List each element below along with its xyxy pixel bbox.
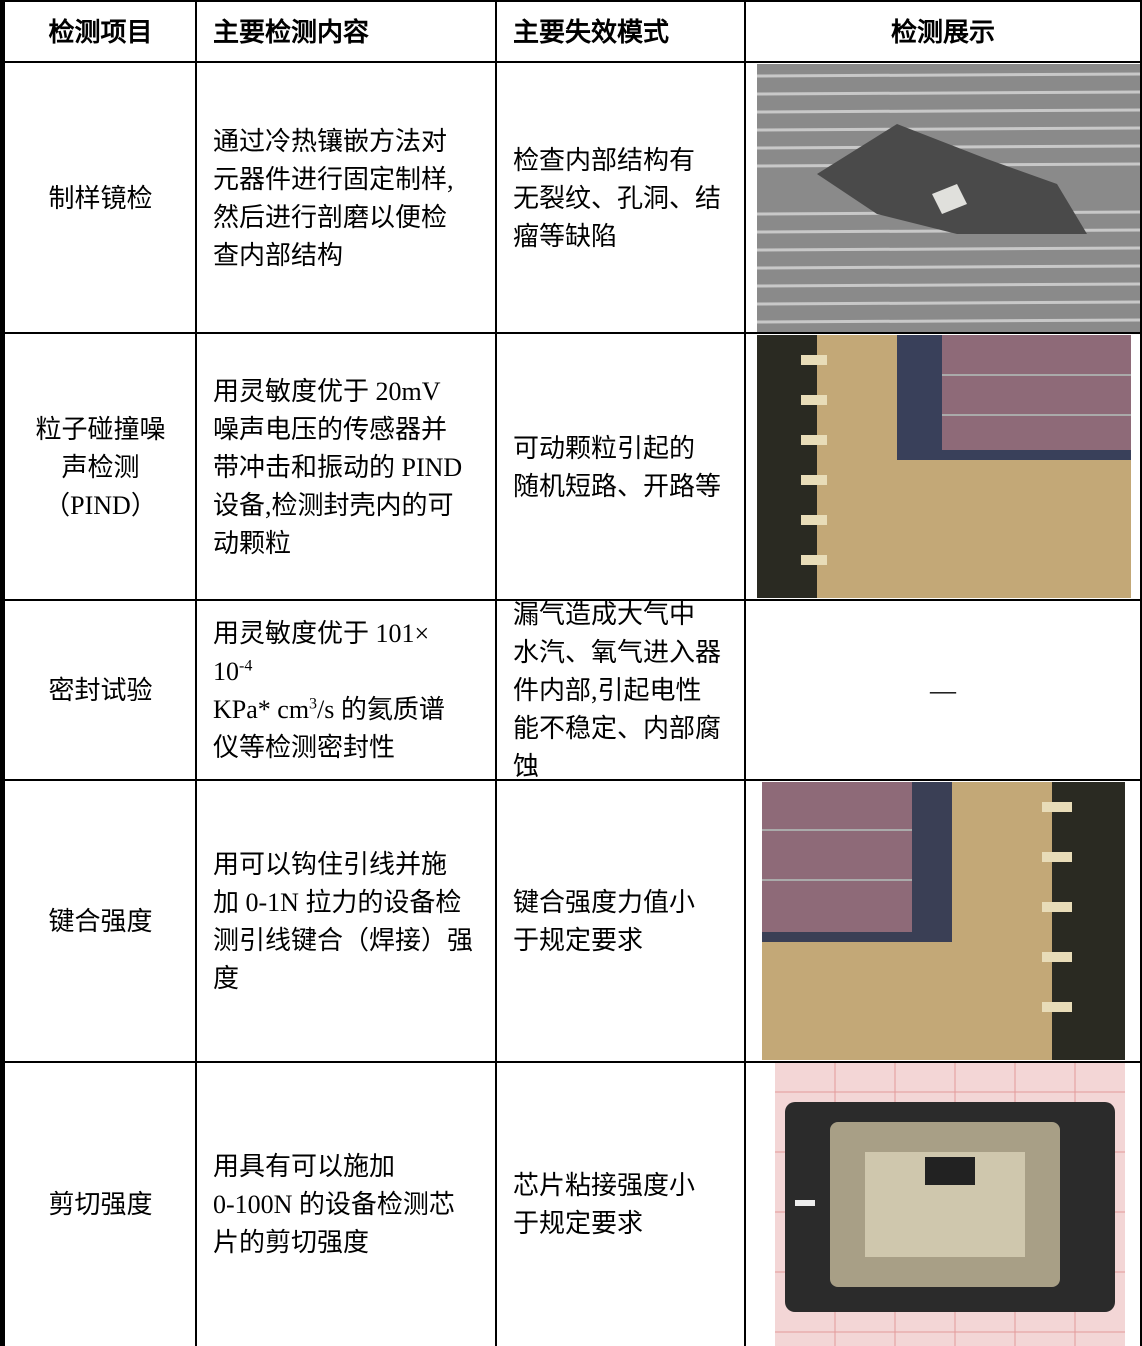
text-line: 件内部,引起电性 (513, 676, 702, 705)
text-line: 用灵敏度优于 101× (213, 615, 429, 653)
table-cell: 剪切强度 (4, 1063, 197, 1346)
table-cell: 用可以钩住引线并施加 0-1N 拉力的设备检 测引线键合（焊接）强度 (197, 781, 497, 1063)
text-line: 检查内部结构有 (513, 145, 696, 175)
text-line: 于规定要求 (513, 926, 644, 955)
border (1140, 0, 1142, 1346)
table-cell: 主要失效模式 (497, 2, 746, 63)
border (195, 0, 197, 1346)
border (0, 61, 1142, 63)
text-line: 设备,检测封壳内的可 (213, 490, 454, 520)
text-line: （PIND） (44, 490, 157, 520)
border (0, 332, 1142, 334)
table-cell: 制样镜检 (4, 63, 197, 334)
text-line: 度 (213, 964, 240, 993)
text-line: 查内部结构 (213, 240, 344, 270)
table-cell (746, 1063, 1140, 1346)
table-cell: 检查内部结构有 无裂纹、孔洞、结 瘤等缺陷 (497, 63, 746, 334)
superscript: 3 (309, 695, 318, 713)
text-line: 能不稳定、内部腐 (513, 714, 722, 743)
text-line: 元器件进行固定制样, (213, 164, 454, 194)
text-line: 可动颗粒引起的 (513, 433, 696, 463)
text-line: 噪声电压的传感器并 (213, 414, 448, 444)
text-line: 芯片粘接强度小 (513, 1170, 696, 1200)
text-line: 0-100N 的设备检测芯 (213, 1189, 455, 1219)
header-text: 检测项目 (48, 17, 153, 47)
text-line: 剪切强度 (48, 1189, 153, 1219)
text-segment: 10 (213, 657, 239, 686)
table-cell: 主要检测内容 (197, 2, 497, 63)
table-cell: 漏气造成大气中 水汽、氧气进入器 件内部,引起电性 能不稳定、内部腐蚀 (497, 600, 746, 781)
table-cell: 密封试验 (4, 601, 197, 781)
table-cell: 键合强度力值小 于规定要求 (497, 781, 746, 1063)
photo-section (757, 64, 1142, 332)
table-cell: 用灵敏度优于 20mV 噪声电压的传感器并 带冲击和振动的 PIND 设备,检测封壳内… (197, 334, 497, 601)
table-cell: 粒子碰撞噪声检测 （PIND） (4, 334, 197, 601)
table-cell: 键合强度 (4, 781, 197, 1063)
border (0, 0, 5, 1346)
text-line: 用可以钩住引线并施 (213, 850, 448, 879)
text-line: 声检测 (61, 452, 140, 482)
cell-text: — (930, 676, 956, 705)
text-line: 键合强度力值小 (513, 888, 696, 917)
text-line: 片的剪切强度 (213, 1227, 370, 1257)
table-cell: 通过冷热镶嵌方法对 元器件进行固定制样, 然后进行剖磨以便检 查内部结构 (197, 63, 497, 334)
text-line: 仪等检测密封性 (213, 729, 395, 767)
text-line: 加 0-1N 拉力的设备检 (213, 888, 462, 917)
text-line: 随机短路、开路等 (513, 471, 722, 501)
text-line: 瘤等缺陷 (513, 221, 618, 251)
text-line: 测引线键合（焊接）强 (213, 926, 474, 955)
border (0, 0, 1142, 2)
text-segment: KPa* cm (213, 695, 310, 724)
text-line: 密封试验 (48, 676, 153, 705)
photo-pind (757, 335, 1131, 598)
border (0, 779, 1142, 781)
text-segment: /s 的氦质谱 (317, 695, 445, 724)
text-line: 粒子碰撞噪 (35, 414, 166, 444)
text-line: 蚀 (513, 752, 540, 781)
text-line: 10-4 (213, 653, 252, 691)
border (744, 0, 746, 1346)
table-cell (746, 781, 1140, 1063)
text-line: KPa* cm3/s 的氦质谱 (213, 691, 445, 729)
text-line: 水汽、氧气进入器 (513, 638, 722, 667)
header-text: 主要失效模式 (513, 17, 670, 47)
text-line: 动颗粒 (213, 528, 292, 558)
text-line: 带冲击和振动的 PIND (213, 452, 463, 482)
table-cell: 用灵敏度优于 101× 10-4 KPa* cm3/s 的氦质谱 仪等检测密封性 (197, 601, 497, 781)
photo-shear (775, 1062, 1125, 1346)
table-cell (746, 334, 1140, 601)
text-line: 漏气造成大气中 (513, 600, 696, 629)
header-text: 检测展示 (890, 17, 995, 47)
text-line: 用具有可以施加 (213, 1151, 396, 1181)
table-cell: 可动颗粒引起的 随机短路、开路等 (497, 334, 746, 601)
text-segment: 用灵敏度优于 101× (213, 619, 430, 648)
table-cell: 检测展示 (746, 2, 1140, 63)
text-line: 然后进行剖磨以便检 (213, 202, 448, 232)
border (0, 599, 1142, 601)
text-segment: 仪等检测密封性 (213, 733, 396, 762)
text-line: 键合强度 (48, 907, 153, 936)
superscript: -4 (239, 657, 253, 675)
header-text: 主要检测内容 (213, 17, 370, 47)
photo-bond (762, 782, 1125, 1060)
text-line: 制样镜检 (48, 183, 153, 213)
table-cell: 检测项目 (4, 2, 197, 63)
text-line: 于规定要求 (513, 1208, 644, 1238)
table-cell: 芯片粘接强度小 于规定要求 (497, 1063, 746, 1346)
text-line: 用灵敏度优于 20mV (213, 376, 441, 406)
text-line: 无裂纹、孔洞、结 (513, 183, 722, 213)
text-line: 通过冷热镶嵌方法对 (213, 126, 448, 156)
table-cell (746, 63, 1140, 334)
border (495, 0, 497, 1346)
table-cell: 用具有可以施加 0-100N 的设备检测芯 片的剪切强度 (197, 1063, 497, 1346)
border (0, 1061, 1142, 1063)
table-cell: — (746, 601, 1140, 781)
